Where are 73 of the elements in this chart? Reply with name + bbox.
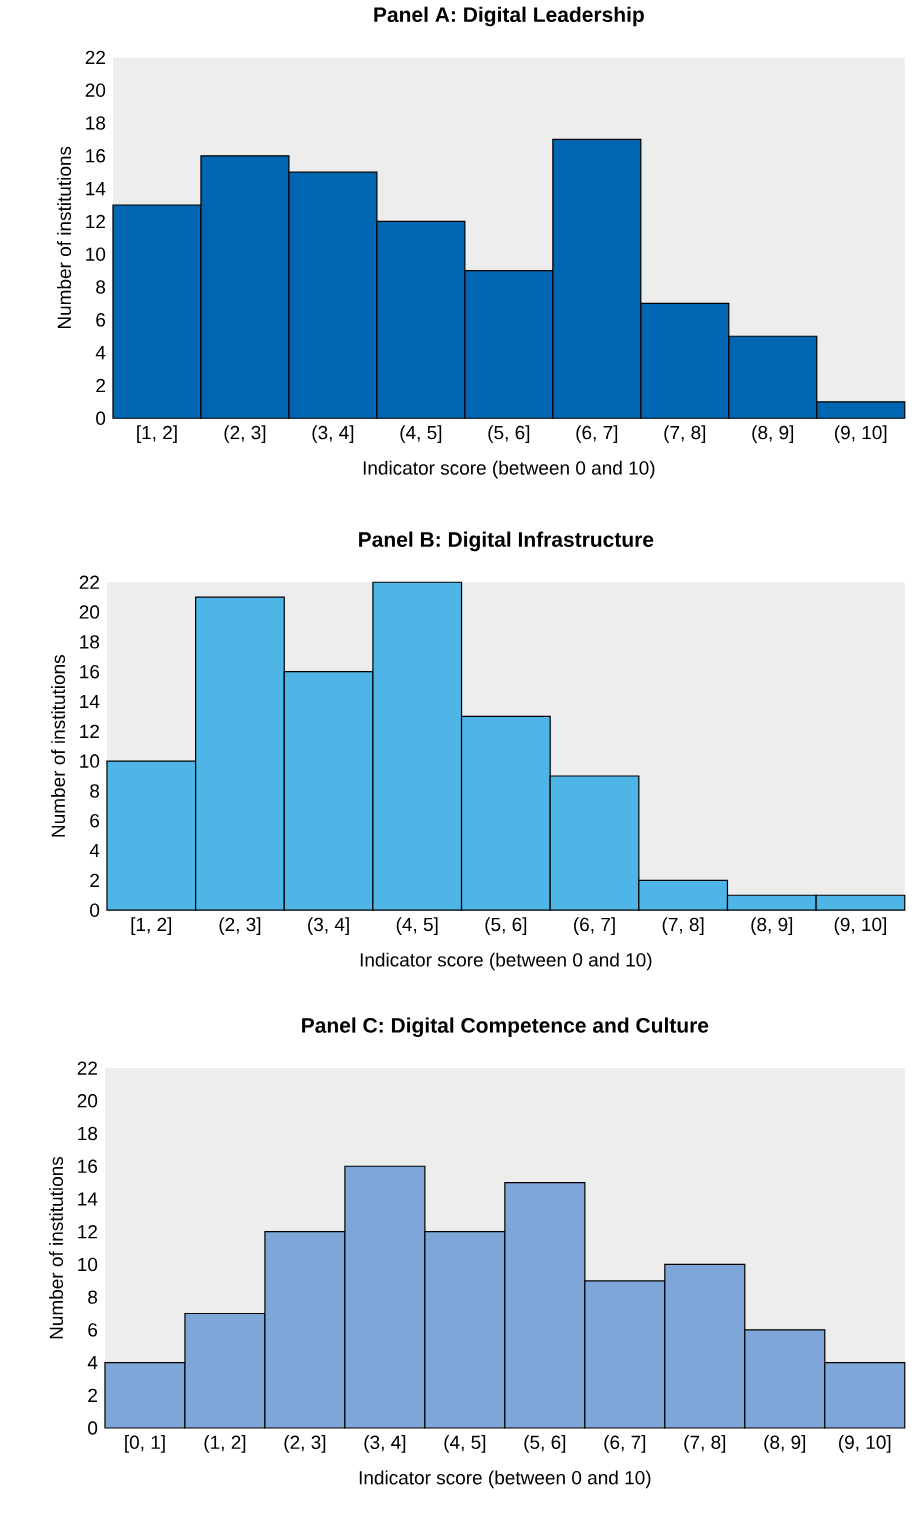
y-tick-label: 4 xyxy=(95,346,106,360)
x-tick-label: (9, 10] xyxy=(834,917,887,935)
y-tick-label: 10 xyxy=(80,754,100,768)
y-tick-label: 12 xyxy=(86,214,106,229)
y-tick-label: 16 xyxy=(80,664,100,679)
y-tick-label: 4 xyxy=(87,1356,98,1370)
chart-title: Panel C: Digital Competence and Culture xyxy=(302,1017,709,1038)
x-tick-label: [1, 2] xyxy=(137,425,177,444)
y-tick-label: 8 xyxy=(96,280,106,294)
y-tick-label: 12 xyxy=(80,724,100,738)
x-tick-label: (2, 3] xyxy=(224,425,266,444)
y-tick-label: 6 xyxy=(90,813,100,828)
y-tick-label: 2 xyxy=(88,1388,98,1402)
chart-title: Panel B: Digital Infrastructure xyxy=(359,531,654,552)
x-tick-label: (5, 6] xyxy=(488,425,530,444)
x-axis-title: Indicator score (between 0 and 10) xyxy=(359,1470,651,1489)
y-tick-label: 12 xyxy=(78,1225,98,1239)
x-tick-label: (4, 5] xyxy=(444,1435,486,1453)
x-tick-label: (5, 6] xyxy=(485,917,527,935)
x-axis-title: Indicator score (between 0 and 10) xyxy=(360,952,652,971)
x-tick-label: (6, 7] xyxy=(574,917,615,935)
y-tick-label: 20 xyxy=(79,605,100,619)
y-tick-label: 4 xyxy=(89,843,100,858)
y-tick-label: 0 xyxy=(96,411,106,426)
y-tick-label: 20 xyxy=(85,83,106,97)
y-tick-label: 18 xyxy=(80,635,100,649)
y-tick-label: 14 xyxy=(78,1192,98,1206)
x-tick-label: (6, 7] xyxy=(576,425,618,444)
y-tick-label: 14 xyxy=(86,182,106,196)
x-tick-label: (3, 4] xyxy=(308,917,349,935)
x-tick-label: (4, 5] xyxy=(396,917,438,935)
x-tick-label: (8, 9] xyxy=(752,425,794,444)
x-tick-label: (1, 2] xyxy=(204,1435,246,1453)
y-tick-label: 10 xyxy=(78,1257,98,1272)
y-axis-title: Number of institutions xyxy=(57,146,72,329)
y-tick-label: 6 xyxy=(88,1323,98,1337)
y-tick-label: 18 xyxy=(78,1126,98,1141)
y-tick-label: 6 xyxy=(96,313,106,327)
x-tick-label: (8, 9] xyxy=(751,917,793,935)
x-tick-label: (9, 10] xyxy=(835,425,887,444)
y-axis-title: Number of institutions xyxy=(51,655,66,837)
x-axis-title: Indicator score (between 0 and 10) xyxy=(363,460,655,479)
x-tick-label: (2, 3] xyxy=(219,917,261,935)
x-tick-label: (2, 3] xyxy=(284,1435,326,1453)
x-tick-label: [1, 2] xyxy=(131,917,172,935)
y-tick-label: 0 xyxy=(88,1421,98,1435)
x-tick-label: (7, 8] xyxy=(664,425,706,444)
y-tick-label: 2 xyxy=(96,378,106,393)
y-tick-label: 8 xyxy=(90,784,100,798)
x-tick-label: (9, 10] xyxy=(839,1435,891,1453)
y-tick-label: 20 xyxy=(77,1094,98,1108)
x-tick-label: (6, 7] xyxy=(604,1435,646,1453)
y-axis-title: Number of institutions xyxy=(49,1156,64,1339)
x-tick-label: (4, 5] xyxy=(400,425,442,444)
x-tick-label: (8, 9] xyxy=(764,1435,806,1453)
y-tick-label: 0 xyxy=(90,903,100,917)
y-tick-label: 14 xyxy=(80,694,100,709)
y-tick-label: 18 xyxy=(86,116,106,130)
x-tick-label: (7, 8] xyxy=(684,1435,726,1453)
x-tick-label: (3, 4] xyxy=(312,425,354,444)
y-tick-label: 22 xyxy=(79,575,100,589)
y-tick-label: 22 xyxy=(85,50,106,64)
y-tick-label: 8 xyxy=(88,1290,98,1304)
y-tick-label: 16 xyxy=(78,1159,98,1173)
y-tick-label: 16 xyxy=(86,149,106,163)
x-tick-label: (7, 8] xyxy=(662,917,704,935)
x-tick-label: (5, 6] xyxy=(524,1435,566,1453)
chart-title: Panel A: Digital Leadership xyxy=(374,6,644,27)
x-tick-label: [0, 1] xyxy=(125,1435,165,1453)
y-tick-label: 10 xyxy=(86,247,106,261)
x-tick-label: (3, 4] xyxy=(364,1435,406,1453)
y-tick-label: 22 xyxy=(77,1061,98,1075)
y-tick-label: 2 xyxy=(90,873,100,887)
